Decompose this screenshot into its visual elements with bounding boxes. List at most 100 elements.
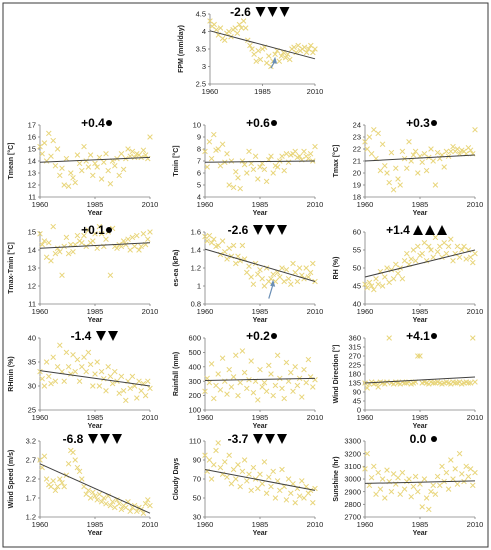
y-tick-label: 16 [28,133,36,142]
data-point [428,146,434,152]
data-point [456,450,463,457]
data-point [70,175,76,181]
x-axis-title: Year [253,317,268,324]
y-tick-label: 50 [353,264,361,273]
x-tick-label: 1960 [357,200,374,209]
trend-line [209,30,316,60]
data-point [288,369,294,376]
down-triangle-marker [277,225,287,235]
data-point [94,497,100,503]
y-tick-label: 1.6 [191,228,201,237]
x-axis-title: Year [413,317,428,324]
trend-line [364,480,476,484]
data-point [410,247,417,253]
data-point [54,483,61,490]
data-point [390,471,397,477]
data-point [112,163,118,169]
insignificant-dot-marker [431,436,437,442]
data-point [217,387,224,393]
data-point [434,473,441,480]
data-point [274,352,281,359]
y-axis-title: Sunshine (hr) [333,456,340,501]
data-point [79,240,85,246]
data-point [70,352,76,358]
data-point [443,469,450,476]
y-tick-label: 1.2 [26,513,36,522]
up-triangle-marker [413,225,423,235]
x-tick-label: 2010 [142,307,159,316]
data-point [279,466,285,473]
y-tick-label: 40 [28,334,36,343]
data-point [79,167,85,174]
data-point [118,151,125,157]
data-point [242,25,249,31]
up-triangle-marker [437,225,447,235]
data-point [301,148,307,155]
trend-line [39,370,151,387]
y-tick-label: 1.7 [26,494,36,503]
data-point [213,382,219,389]
data-point [266,362,272,369]
data-point [450,476,456,482]
data-point [65,364,72,370]
data-point [224,256,230,262]
data-point [270,392,276,399]
data-point [244,478,250,484]
data-point [114,497,120,503]
y-tick-label: 270 [348,352,361,361]
data-point [52,487,59,494]
y-tick-label: 4 [197,193,201,202]
y-tick-label: 14 [28,246,36,255]
data-point [445,243,452,250]
trend-annotation: +4.1 [406,329,430,343]
data-point [303,265,309,271]
data-point [107,373,114,380]
y-tick-label: 6 [197,169,201,178]
y-tick-label: 8 [197,145,201,154]
y-tick-label: 2.5 [196,80,206,89]
x-tick-label: 1985 [87,307,104,316]
data-point [92,371,98,377]
data-point [310,384,316,390]
data-point [291,44,297,51]
data-point [81,483,87,490]
data-point [268,276,274,282]
data-point [246,263,252,269]
data-point [48,258,54,264]
y-tick-label: 20 [353,169,361,178]
data-point [412,473,419,480]
y-tick-label: 225 [348,361,361,370]
y-tick-label: 45 [353,397,361,406]
data-point [219,238,226,244]
data-point [384,467,390,473]
data-point [406,476,412,482]
data-point [410,483,417,490]
data-point [54,364,61,370]
data-point [312,143,318,150]
data-point [92,493,98,499]
x-tick-label: 1960 [197,413,214,422]
data-point [226,28,232,35]
data-point [224,474,230,480]
data-point [443,250,450,257]
data-point [395,270,401,277]
data-point [366,134,373,140]
trend-line [204,469,316,491]
data-point [368,151,375,157]
data-point [87,152,94,158]
trend-annotation: -2.6 [228,223,249,237]
data-point [432,182,439,188]
data-point [465,473,472,480]
data-point [454,146,461,152]
data-point [470,335,476,341]
y-tick-label: 500 [188,348,201,357]
data-point [290,480,296,487]
data-point [272,51,278,58]
data-point [415,488,421,495]
data-point [241,457,248,463]
data-point [277,274,283,280]
data-point [415,353,421,359]
data-point [120,238,127,244]
y-tick-label: 600 [188,334,201,343]
data-point [294,278,301,285]
